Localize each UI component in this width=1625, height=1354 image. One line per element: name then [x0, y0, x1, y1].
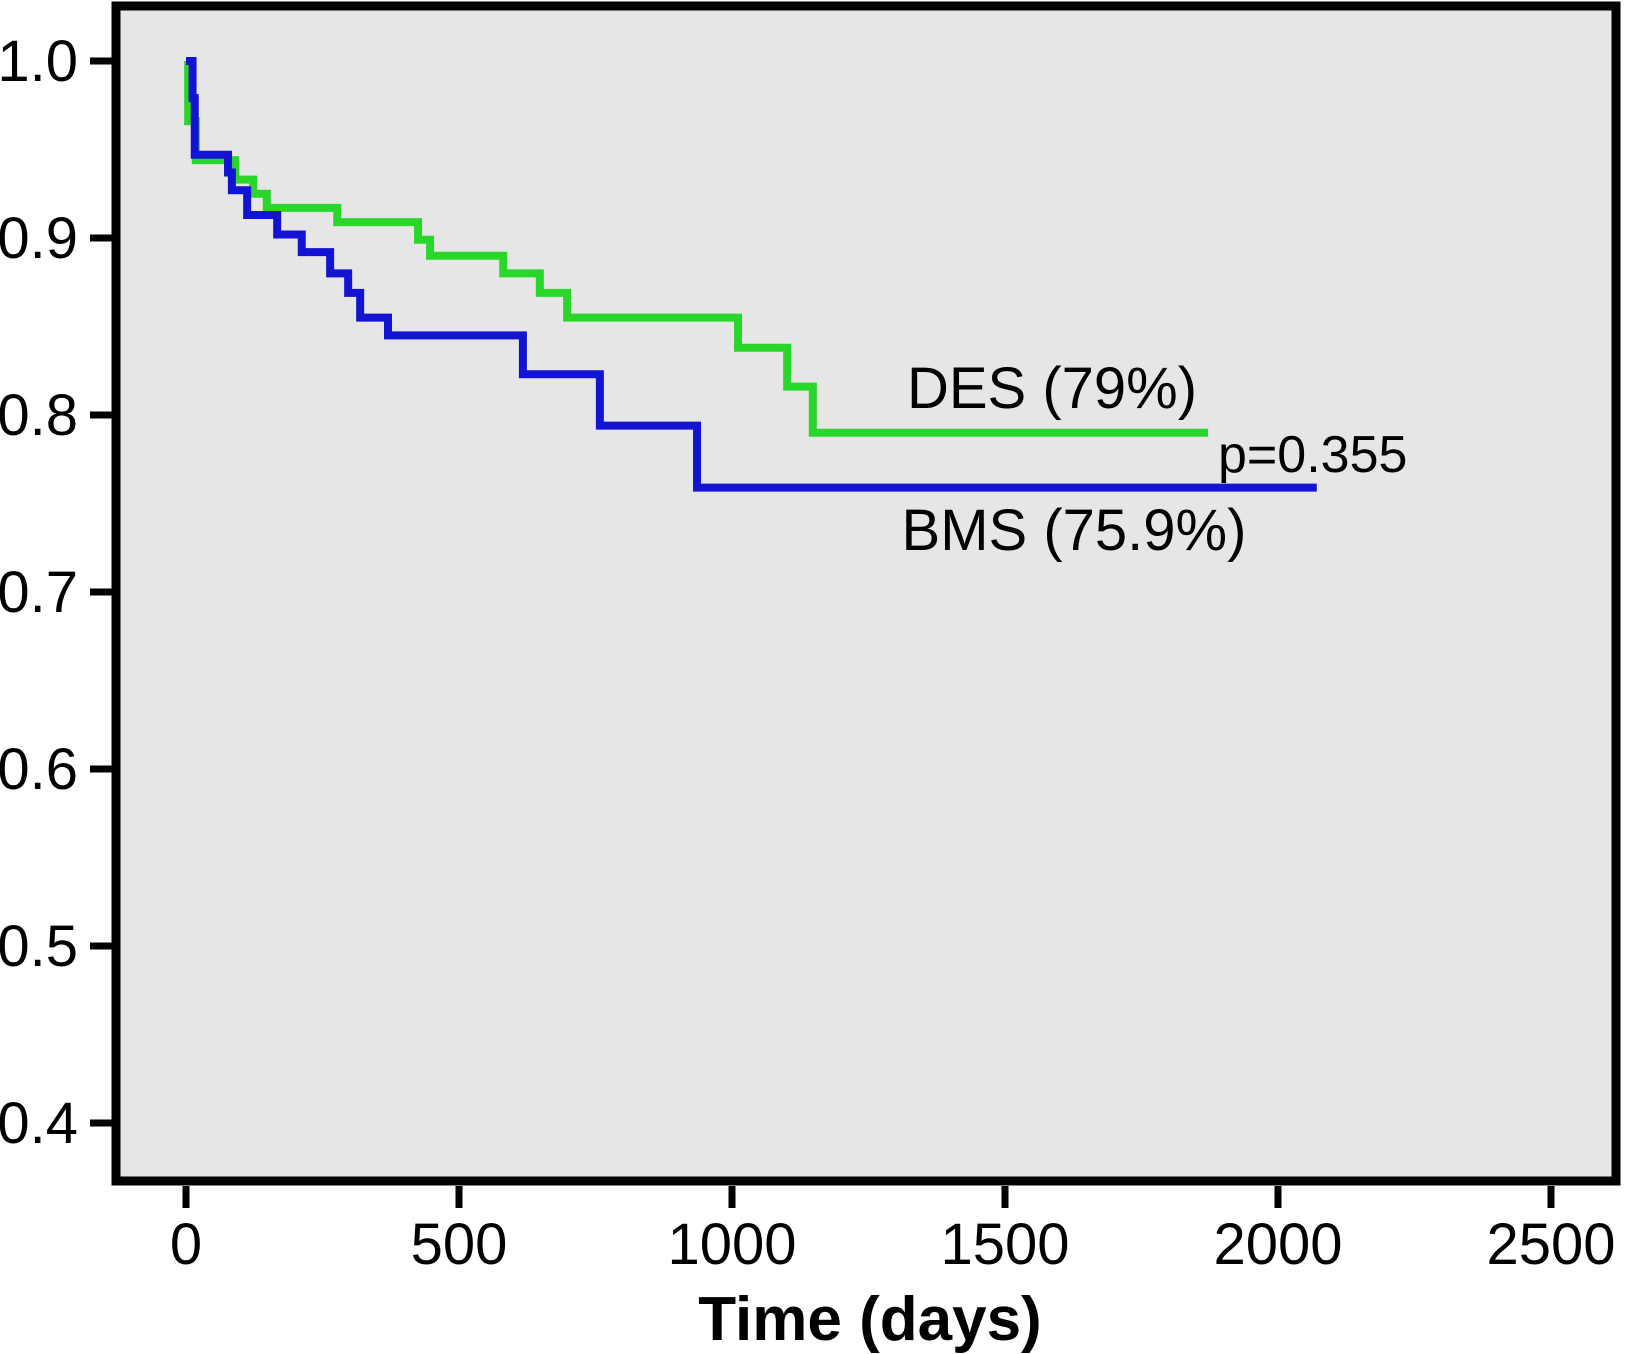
y-tick-label: 0.5 [0, 914, 78, 979]
p-value-label: p=0.355 [1218, 426, 1407, 484]
x-axis-tick-labels: 0 500 1000 1500 2000 2500 [170, 1212, 1616, 1277]
x-tick-label: 500 [411, 1212, 508, 1277]
survival-curves [184, 57, 1317, 492]
plot-area [111, 1, 1621, 1186]
x-axis-ticks [182, 1186, 1555, 1208]
y-tick-label: 1.0 [0, 29, 78, 94]
y-tick-label: 0.8 [0, 383, 78, 448]
y-axis-ticks [90, 57, 112, 1127]
y-tick-label: 0.7 [0, 560, 78, 625]
des-series-label: DES (79%) [907, 356, 1197, 421]
x-tick-label: 0 [170, 1212, 202, 1277]
y-tick-label: 0.6 [0, 737, 78, 802]
bms-curve [186, 57, 1317, 492]
bms-series-label: BMS (75.9%) [902, 498, 1247, 563]
x-tick-label: 1500 [940, 1212, 1069, 1277]
y-tick-label: 0.4 [0, 1091, 78, 1156]
y-axis-tick-labels: 1.0 0.9 0.8 0.7 0.6 0.5 0.4 [0, 29, 78, 1156]
y-tick-label: 0.9 [0, 206, 78, 271]
x-tick-label: 1000 [667, 1212, 796, 1277]
x-tick-label: 2500 [1486, 1212, 1615, 1277]
x-axis-title: Time (days) [698, 1285, 1041, 1354]
x-tick-label: 2000 [1213, 1212, 1342, 1277]
